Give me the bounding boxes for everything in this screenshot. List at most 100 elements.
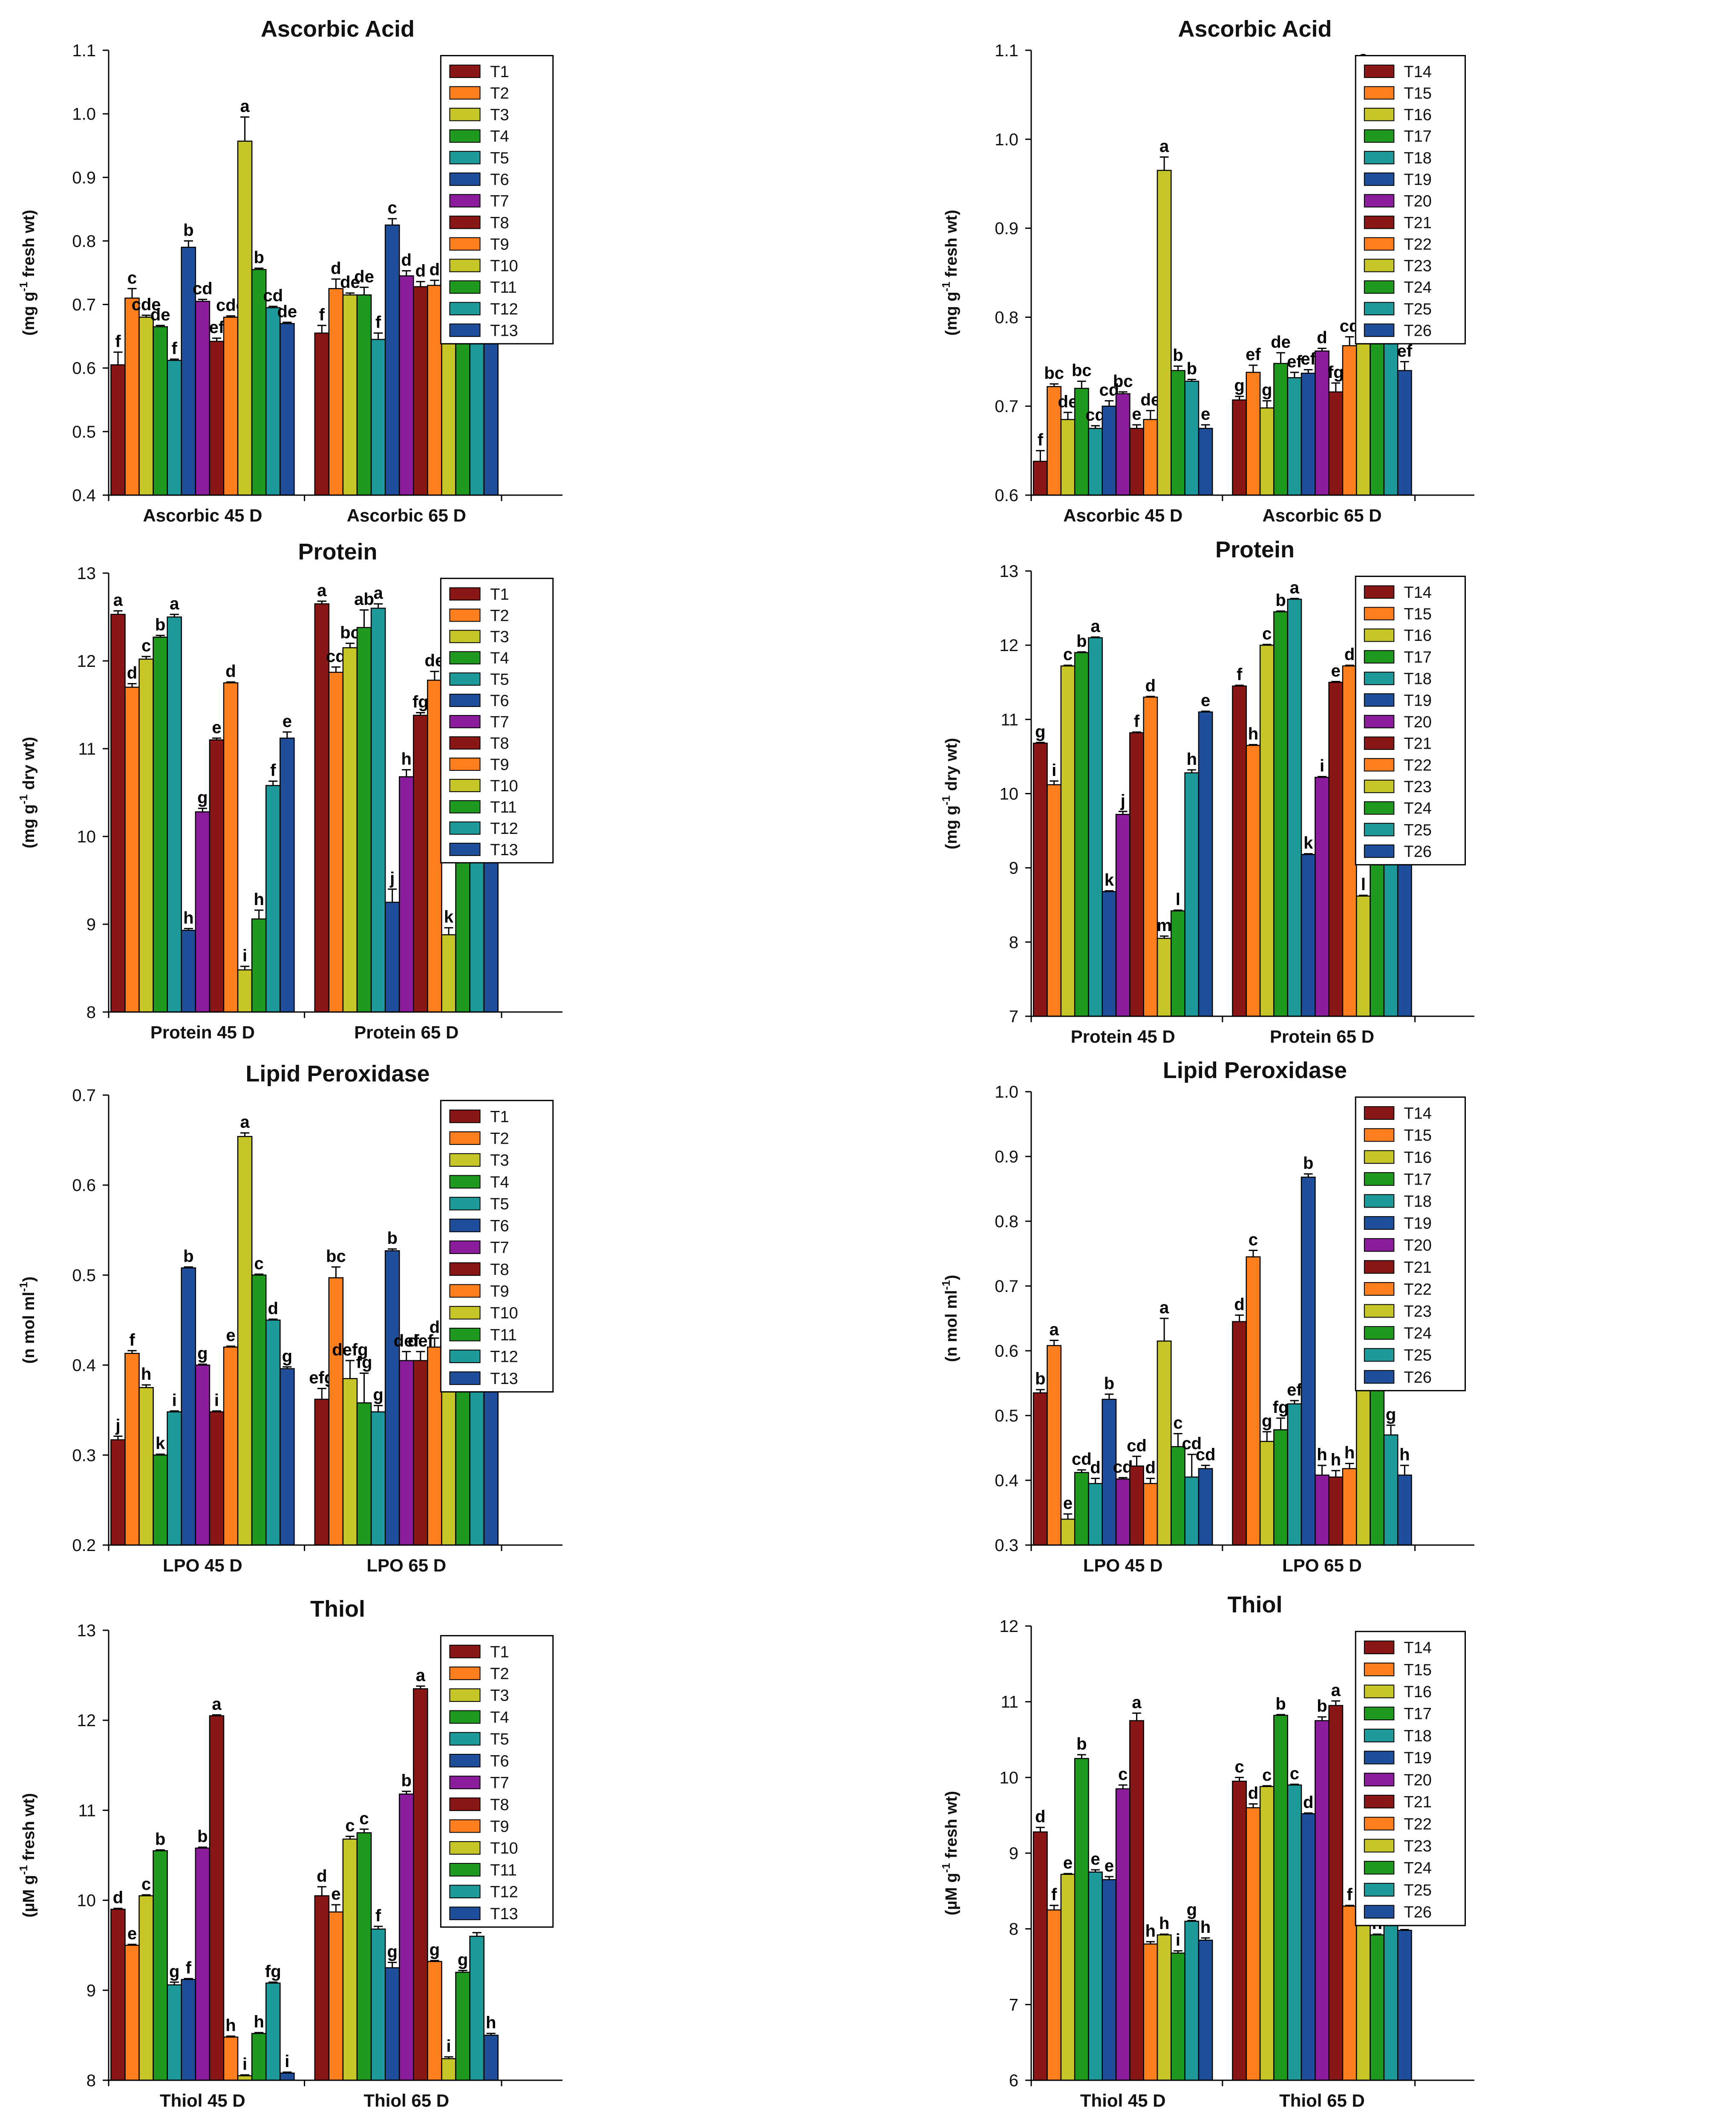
legend-swatch-T10	[449, 259, 481, 272]
bar-T25-group1	[1184, 772, 1200, 1017]
legend-swatch-T6	[449, 172, 481, 186]
significance-letter-T17-group1: bc	[1072, 361, 1092, 380]
legend-swatch-T20	[1364, 194, 1395, 208]
significance-letter-T22-group2: f	[1347, 1886, 1352, 1904]
significance-letter-T3-group1: cde	[132, 295, 161, 314]
legend-label-T13: T13	[490, 841, 518, 859]
x-category-label: Protein 65 D	[1270, 1026, 1374, 1047]
legend-swatch-T15	[1364, 1662, 1395, 1676]
significance-letter-T8-group1: a	[212, 1695, 222, 1714]
bar-T25-group1	[1184, 381, 1200, 496]
significance-letter-T14-group1: g	[1035, 722, 1045, 741]
legend-label-T3: T3	[490, 1687, 509, 1705]
x-category-label: Protein 45 D	[1071, 1026, 1175, 1047]
significance-letter-T8-group2: fg	[412, 693, 429, 712]
significance-letter-T5-group1: f	[172, 339, 178, 358]
legend-label-T1: T1	[490, 1108, 509, 1126]
bar-T20-group2	[1315, 350, 1329, 496]
legend-swatch-T14	[1364, 1641, 1395, 1655]
bar-T15-group1	[1047, 784, 1062, 1017]
bar-T20-group1	[1115, 1788, 1130, 2081]
bar-T12-group1	[265, 307, 281, 496]
y-tick-label: 11	[1001, 1693, 1018, 1712]
bar-T13-group2	[483, 2035, 499, 2081]
legend-label-T22: T22	[1404, 756, 1431, 774]
bar-T2-group1	[124, 297, 140, 496]
bar-T9-group2	[427, 285, 442, 496]
bar-T6-group2	[384, 224, 400, 496]
bar-T26-group2	[1397, 1929, 1412, 2081]
chart-panel-6: Lipid Peroxidase(n mol ml-1)bdacegcdfgde…	[940, 1058, 1474, 1575]
bar-T4-group1	[153, 326, 168, 496]
legend-label-T16: T16	[1404, 106, 1431, 124]
significance-letter-T24-group1: l	[1176, 890, 1180, 909]
bar-T18-group1	[1088, 1483, 1103, 1546]
legend-label-T6: T6	[490, 171, 509, 189]
bar-T7-group1	[195, 1364, 211, 1546]
legend-label-T10: T10	[490, 777, 518, 795]
y-tick-label: 12	[1000, 636, 1019, 655]
significance-letter-T15-group2: ef	[1246, 345, 1261, 364]
legend-swatch-T4	[449, 651, 481, 665]
bar-T8-group1	[209, 1411, 225, 1546]
legend-label-T16: T16	[1404, 627, 1431, 645]
legend-label-T18: T18	[1404, 670, 1431, 688]
significance-letter-T1-group1: j	[115, 1416, 120, 1435]
significance-letter-T3-group2: defg	[332, 1341, 368, 1359]
bar-T5-group2	[370, 608, 386, 1013]
significance-letter-T4-group1: k	[156, 1434, 165, 1453]
legend-label-T13: T13	[490, 1370, 518, 1388]
bar-T1-group1	[110, 614, 126, 1013]
significance-letter-T11-group2: g	[458, 1950, 468, 1969]
bar-T7-group2	[398, 1360, 414, 1546]
y-tick-label: 0.8	[72, 232, 96, 251]
legend-swatch-T25	[1364, 1348, 1395, 1362]
y-axis-label: (µM g-1 fresh wt)	[17, 1793, 38, 1917]
y-axis-label: (mg g-1 dry wt)	[940, 738, 960, 850]
significance-letter-T5-group2: f	[375, 1906, 381, 1925]
bar-T26-group1	[1198, 1468, 1213, 1546]
significance-letter-T22-group2: h	[1344, 1443, 1355, 1462]
legend-label-T15: T15	[1404, 84, 1431, 102]
significance-letter-T17-group1: cd	[1072, 1450, 1092, 1469]
significance-letter-T2-group1: d	[127, 664, 137, 683]
y-tick-label: 0.4	[995, 1471, 1018, 1490]
bar-T10-group2	[441, 2058, 456, 2081]
significance-letter-T26-group1: h	[1200, 1918, 1211, 1937]
legend-swatch-T10	[449, 1306, 481, 1320]
legend-swatch-T19	[1364, 1750, 1395, 1765]
significance-letter-T21-group2: h	[1331, 1450, 1341, 1469]
legend-label-T19: T19	[1404, 1749, 1431, 1767]
legend-label-T24: T24	[1404, 800, 1431, 818]
significance-letter-T8-group2: d	[415, 262, 426, 280]
bar-T17-group1	[1074, 1758, 1089, 2081]
bar-T25-group1	[1184, 1920, 1200, 2081]
legend-label-T4: T4	[490, 649, 509, 667]
chart-title: Lipid Peroxidase	[1163, 1058, 1347, 1083]
legend-swatch-T6	[449, 694, 481, 707]
bar-T11-group2	[455, 1972, 470, 2081]
bar-T12-group1	[265, 785, 281, 1013]
legend-swatch-T1	[449, 1644, 481, 1658]
y-tick-label: 11	[78, 740, 96, 758]
legend-label-T20: T20	[1404, 713, 1431, 731]
x-category-label: Ascorbic 65 D	[347, 505, 466, 525]
legend-swatch-T21	[1364, 1795, 1395, 1809]
significance-letter-T23-group1: a	[1159, 137, 1169, 156]
legend-label-T22: T22	[1404, 1280, 1431, 1298]
significance-letter-T19-group2: k	[1303, 834, 1313, 853]
legend-swatch-T6	[449, 1753, 481, 1767]
bar-T8-group2	[413, 286, 428, 496]
bar-T13-group1	[280, 738, 295, 1013]
bar-T18-group1	[1088, 637, 1103, 1017]
bar-T19-group1	[1102, 891, 1117, 1017]
significance-letter-T20-group1: bc	[1113, 372, 1133, 391]
significance-letter-T21-group1: cd	[1127, 1436, 1147, 1455]
legend-label-T19: T19	[1404, 171, 1431, 189]
legend-swatch-T18	[1364, 151, 1395, 164]
significance-letter-T9-group2: d	[430, 1318, 440, 1337]
significance-letter-T13-group1: de	[277, 302, 297, 321]
bar-T8-group1	[209, 340, 225, 496]
bar-T13-group1	[280, 1368, 295, 1546]
